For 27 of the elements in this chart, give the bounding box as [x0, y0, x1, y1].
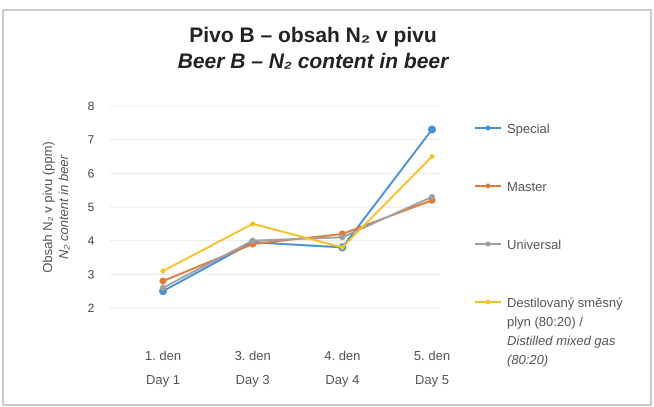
y-tick-label: 6	[88, 166, 95, 180]
point	[430, 154, 434, 159]
legend-label: Destilovaný směsný plyn (80:20) / Distilled mixed gas (80:20)	[507, 295, 624, 367]
chart-title: Pivo B – obsah N₂ v pivu	[189, 24, 437, 47]
y-tick-label: 5	[88, 200, 95, 214]
y-tick-label: 4	[88, 234, 95, 248]
legend-label: Universal	[507, 237, 562, 252]
y-tick-label: 7	[88, 132, 95, 147]
y-tick-label: 2	[88, 301, 95, 315]
y-axis-title: Obsah N₂ v pivu (ppm) N₂ content in beer	[40, 141, 71, 273]
x-tick-label: 4. den Day 4	[324, 348, 360, 387]
chart-subtitle: Beer B – N₂ content in beer	[178, 50, 450, 73]
x-tick-label: 1. den Day 1	[144, 348, 182, 387]
point	[428, 126, 436, 134]
point	[250, 238, 256, 244]
legend-label: Master	[507, 179, 548, 194]
point	[160, 268, 166, 274]
point	[429, 194, 435, 200]
x-tick-label: 5. den Day 5	[414, 348, 450, 387]
x-tick-label: 3. den Day 3	[234, 348, 271, 387]
y-tick-label: 3	[88, 267, 95, 282]
point	[250, 221, 256, 226]
point	[160, 278, 166, 285]
point	[160, 284, 166, 291]
legend-label: Special	[507, 121, 550, 136]
y-tick-label: 8	[88, 99, 95, 113]
point	[339, 234, 346, 240]
